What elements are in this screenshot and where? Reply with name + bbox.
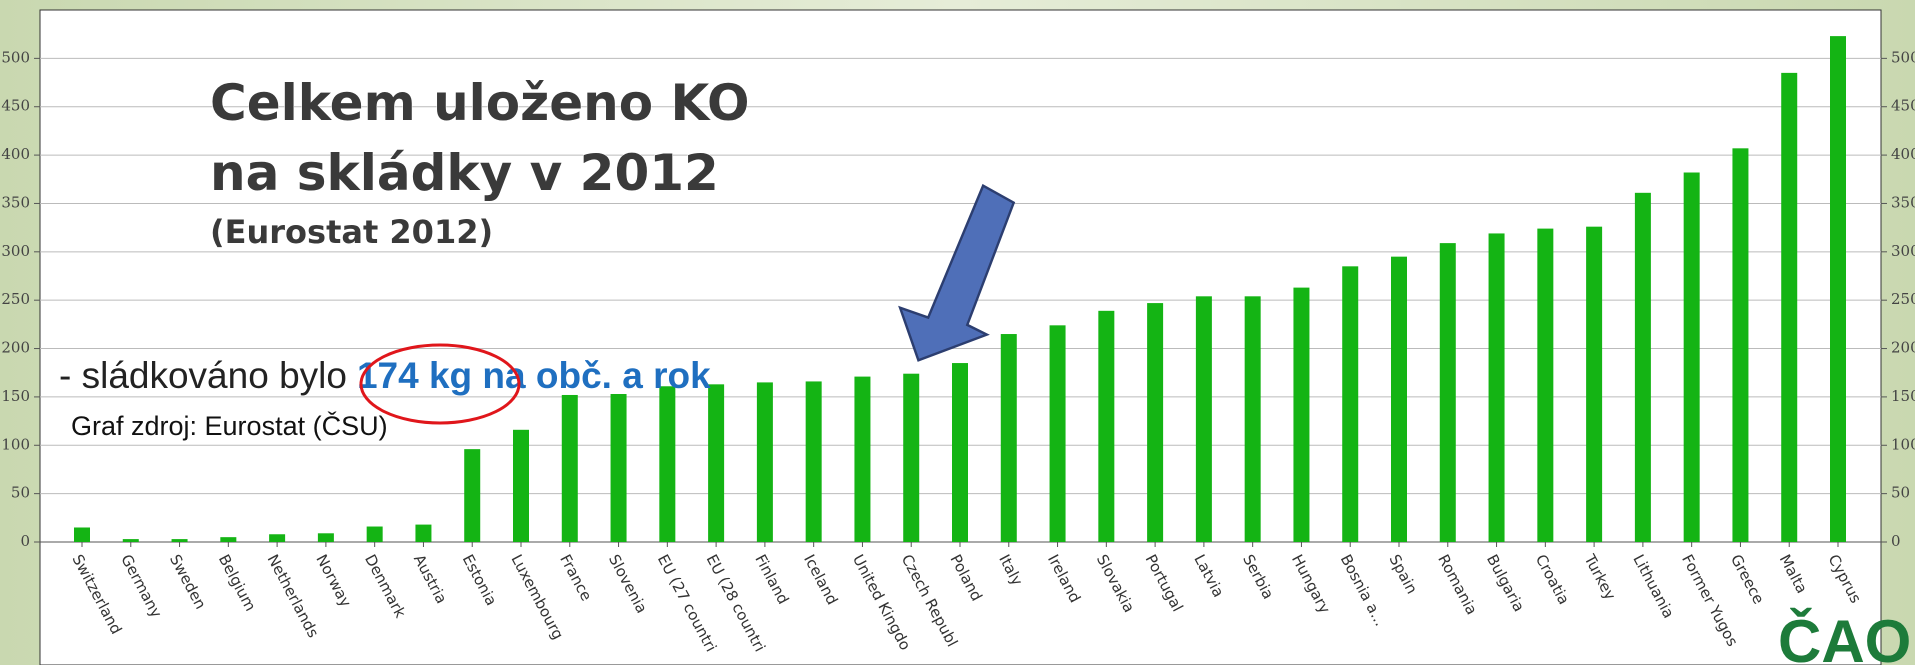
bar: [854, 376, 871, 542]
title-line: Celkem uloženo KO: [210, 74, 750, 132]
bar: [1732, 148, 1749, 542]
y-tick-label: 100: [1, 435, 30, 453]
bar: [366, 526, 383, 542]
bar: [74, 527, 90, 542]
bar: [952, 363, 968, 542]
bar: [1244, 296, 1261, 542]
bar: [1586, 226, 1603, 542]
bar: [171, 539, 188, 542]
y2-tick-label: 350: [1891, 193, 1915, 211]
bar: [317, 533, 334, 542]
bar: [1488, 233, 1505, 542]
title-line: na skládky v 2012: [210, 144, 719, 202]
y-tick-label: 300: [1, 242, 30, 260]
y2-tick-label: 300: [1891, 242, 1915, 260]
bar: [1293, 287, 1310, 542]
bar: [1634, 192, 1651, 542]
bar: [805, 381, 822, 542]
bar: [122, 539, 139, 542]
highlight-ellipse: [359, 343, 521, 425]
subtitle: (Eurostat 2012): [210, 213, 493, 251]
annotation: - sládkováno bylo 174 kg na obč. a rok: [59, 355, 711, 396]
bar: [1342, 266, 1359, 542]
y-tick-label: 200: [1, 339, 30, 357]
y2-tick-label: 150: [1891, 387, 1915, 405]
y2-tick-label: 450: [1891, 97, 1915, 115]
arrow: [898, 183, 1016, 362]
bar: [1000, 334, 1017, 542]
y-tick-label: 350: [1, 193, 30, 211]
bar: [1147, 303, 1164, 542]
bar: [903, 373, 920, 542]
bar: [1439, 243, 1456, 542]
y2-tick-label: 100: [1891, 435, 1915, 453]
y2-tick-label: 200: [1891, 339, 1915, 357]
bar: [1098, 310, 1115, 542]
bar: [659, 386, 676, 542]
y-tick-label: 500: [1, 48, 30, 66]
bar: [513, 429, 529, 542]
bar: [1195, 296, 1212, 542]
source: Graf zdroj: Eurostat (ČSU): [71, 410, 388, 441]
bar: [561, 394, 578, 542]
y-tick-label: 50: [11, 484, 30, 502]
logo: ČAOH: [1778, 608, 1915, 665]
y-tick-label: 400: [1, 145, 30, 163]
bar: [1781, 72, 1798, 542]
y2-tick-label: 500: [1891, 48, 1915, 66]
y-tick-label: 250: [1, 290, 30, 308]
annotation-highlight: 174 kg na obč. a rok: [357, 355, 711, 396]
y2-tick-label: 400: [1891, 145, 1915, 163]
bar: [464, 449, 481, 542]
bar: [1391, 256, 1407, 542]
bar: [610, 394, 627, 542]
bar: [1683, 172, 1700, 542]
y-tick-label: 450: [1, 97, 30, 115]
bar: [1830, 36, 1846, 542]
bar: [1537, 228, 1554, 542]
bar: [220, 537, 237, 542]
bar: [708, 384, 725, 542]
annotation-prefix: - sládkováno bylo: [59, 355, 347, 396]
bar: [1049, 325, 1066, 542]
y-tick-label: 150: [1, 387, 30, 405]
y2-tick-label: 250: [1891, 290, 1915, 308]
bar: [415, 524, 432, 542]
bar: [269, 534, 286, 542]
y2-tick-label: 50: [1891, 484, 1910, 502]
y2-tick-label: 0: [1891, 532, 1901, 550]
y-tick-label: 0: [20, 532, 30, 550]
bar: [756, 382, 773, 542]
